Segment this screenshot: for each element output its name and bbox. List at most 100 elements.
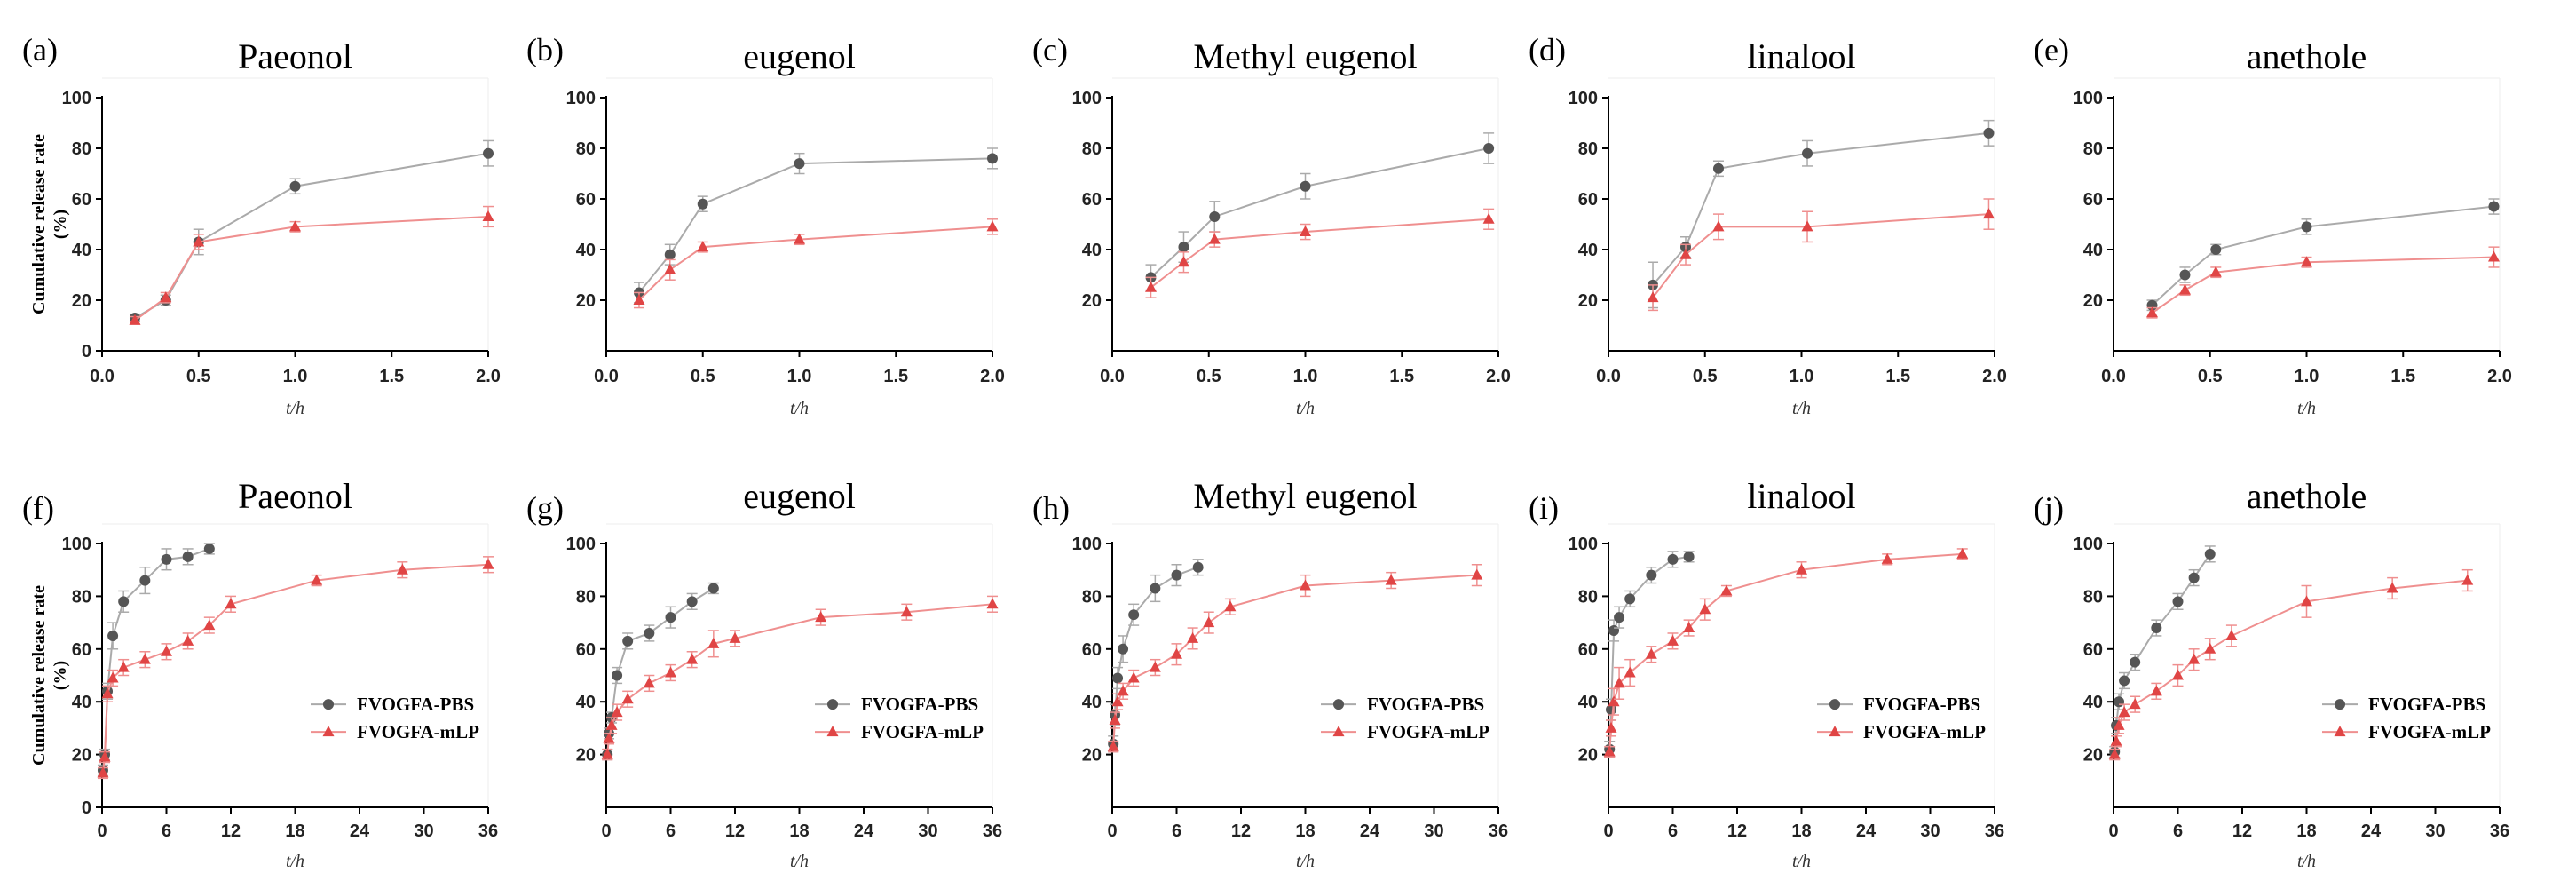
series-mlp: [1603, 547, 1969, 758]
data-point: [612, 670, 623, 681]
panel-label: (g): [526, 490, 564, 526]
y-tick-label: 60: [1578, 190, 1598, 210]
x-tick-label: 12: [725, 821, 745, 841]
series-pbs: [2146, 198, 2500, 312]
data-point: [1647, 291, 1659, 303]
data-point: [707, 637, 720, 648]
series-line: [638, 226, 993, 301]
y-tick-label: 100: [62, 89, 91, 108]
x-tick-label: 1.0: [2295, 367, 2319, 386]
y-tick-label: 60: [72, 190, 91, 210]
x-tick-label: 6: [666, 821, 676, 841]
data-point: [1300, 579, 1311, 591]
series-pbs: [1604, 551, 1695, 758]
data-point: [99, 750, 111, 762]
y-tick-label: 60: [576, 640, 596, 660]
y-tick-label: 0: [82, 798, 91, 818]
data-point: [2146, 306, 2158, 318]
x-tick-label: 30: [2425, 821, 2445, 841]
y-tick-label: 40: [576, 241, 596, 260]
data-point: [483, 147, 494, 159]
legend: FVOGFA-PBS FVOGFA-mLP: [1817, 694, 1986, 742]
data-point: [1683, 622, 1695, 633]
x-tick-label: 24: [2361, 821, 2382, 841]
data-point: [2204, 548, 2216, 560]
x-tick-label: 6: [1172, 821, 1181, 841]
x-tick-label: 24: [1360, 821, 1380, 841]
panel-label: (a): [22, 32, 58, 67]
data-point: [1109, 713, 1121, 725]
data-point: [1483, 143, 1495, 154]
series-line: [1652, 131, 1989, 286]
data-point: [1608, 695, 1620, 707]
chart-title: linalool: [1747, 476, 1855, 516]
legend-label-pbs: FVOGFA-PBS: [861, 694, 978, 715]
data-point: [986, 220, 999, 232]
data-point: [1177, 256, 1189, 267]
data-point: [101, 687, 114, 699]
chart-title: eugenol: [743, 476, 856, 516]
data-point: [1187, 631, 1199, 643]
y-tick-label: 20: [72, 746, 91, 766]
data-point: [1178, 242, 1189, 253]
x-tick-label: 0.5: [691, 367, 715, 386]
x-tick-label: 18: [1295, 821, 1315, 841]
data-point: [1801, 220, 1813, 232]
y-tick-label: 40: [1082, 241, 1102, 260]
x-tick-label: 0.0: [1596, 367, 1621, 386]
data-point: [2119, 675, 2130, 687]
y-tick-label: 20: [576, 291, 596, 311]
panel-label: (j): [2034, 490, 2064, 526]
data-point: [1128, 609, 1140, 621]
x-tick-label: 30: [1920, 821, 1940, 841]
data-point: [161, 553, 172, 565]
legend-label-mlp: FVOGFA-mLP: [861, 721, 984, 742]
data-point: [2461, 574, 2474, 585]
x-tick-label: 36: [1985, 821, 2004, 841]
data-point: [1667, 553, 1679, 565]
series-line: [2114, 553, 2211, 752]
series-pbs: [2109, 545, 2216, 758]
panel-label: (e): [2034, 32, 2069, 67]
legend-label-mlp: FVOGFA-mLP: [1863, 721, 1986, 742]
data-point: [1613, 677, 1625, 688]
y-tick-label: 100: [2074, 535, 2103, 554]
y-tick-label: 80: [72, 139, 91, 159]
x-tick-label: 30: [1424, 821, 1443, 841]
data-point: [986, 598, 999, 609]
data-point: [1118, 643, 1129, 655]
chart-title: Methyl eugenol: [1193, 476, 1417, 516]
data-point: [621, 693, 634, 704]
data-point: [1171, 569, 1182, 581]
data-point: [605, 718, 618, 730]
data-point: [2487, 250, 2500, 262]
series-mlp: [1107, 564, 1483, 753]
data-point: [2210, 244, 2222, 255]
x-tick-label: 0: [2108, 821, 2118, 841]
data-point: [686, 653, 699, 664]
x-tick-label: 1.0: [1790, 367, 1814, 386]
chart-title: linalool: [1747, 36, 1855, 76]
x-tick-label: 1.5: [2390, 367, 2415, 386]
series-pbs: [633, 147, 998, 304]
y-tick-label: 80: [576, 139, 596, 159]
panel-h: (h) Methyl eugenol 20 40 60 80 100 0 6 12 18 24 30 36…: [1032, 476, 1508, 871]
data-point: [1111, 695, 1124, 707]
data-point: [2151, 623, 2162, 634]
data-point: [225, 598, 237, 609]
series-pbs: [602, 582, 719, 761]
x-axis-label: t/h: [790, 399, 809, 418]
x-tick-label: 0: [97, 821, 107, 841]
data-point: [1699, 603, 1711, 615]
data-point: [2178, 283, 2191, 295]
data-point: [1482, 212, 1495, 224]
legend: FVOGFA-PBS FVOGFA-mLP: [311, 694, 479, 742]
x-tick-label: 1.5: [379, 367, 404, 386]
series-pbs: [1648, 119, 1995, 309]
data-point: [697, 198, 708, 210]
y-tick-label: 20: [2083, 746, 2103, 766]
data-point: [2488, 201, 2500, 212]
x-tick-label: 1.0: [283, 367, 308, 386]
data-point: [707, 583, 719, 594]
